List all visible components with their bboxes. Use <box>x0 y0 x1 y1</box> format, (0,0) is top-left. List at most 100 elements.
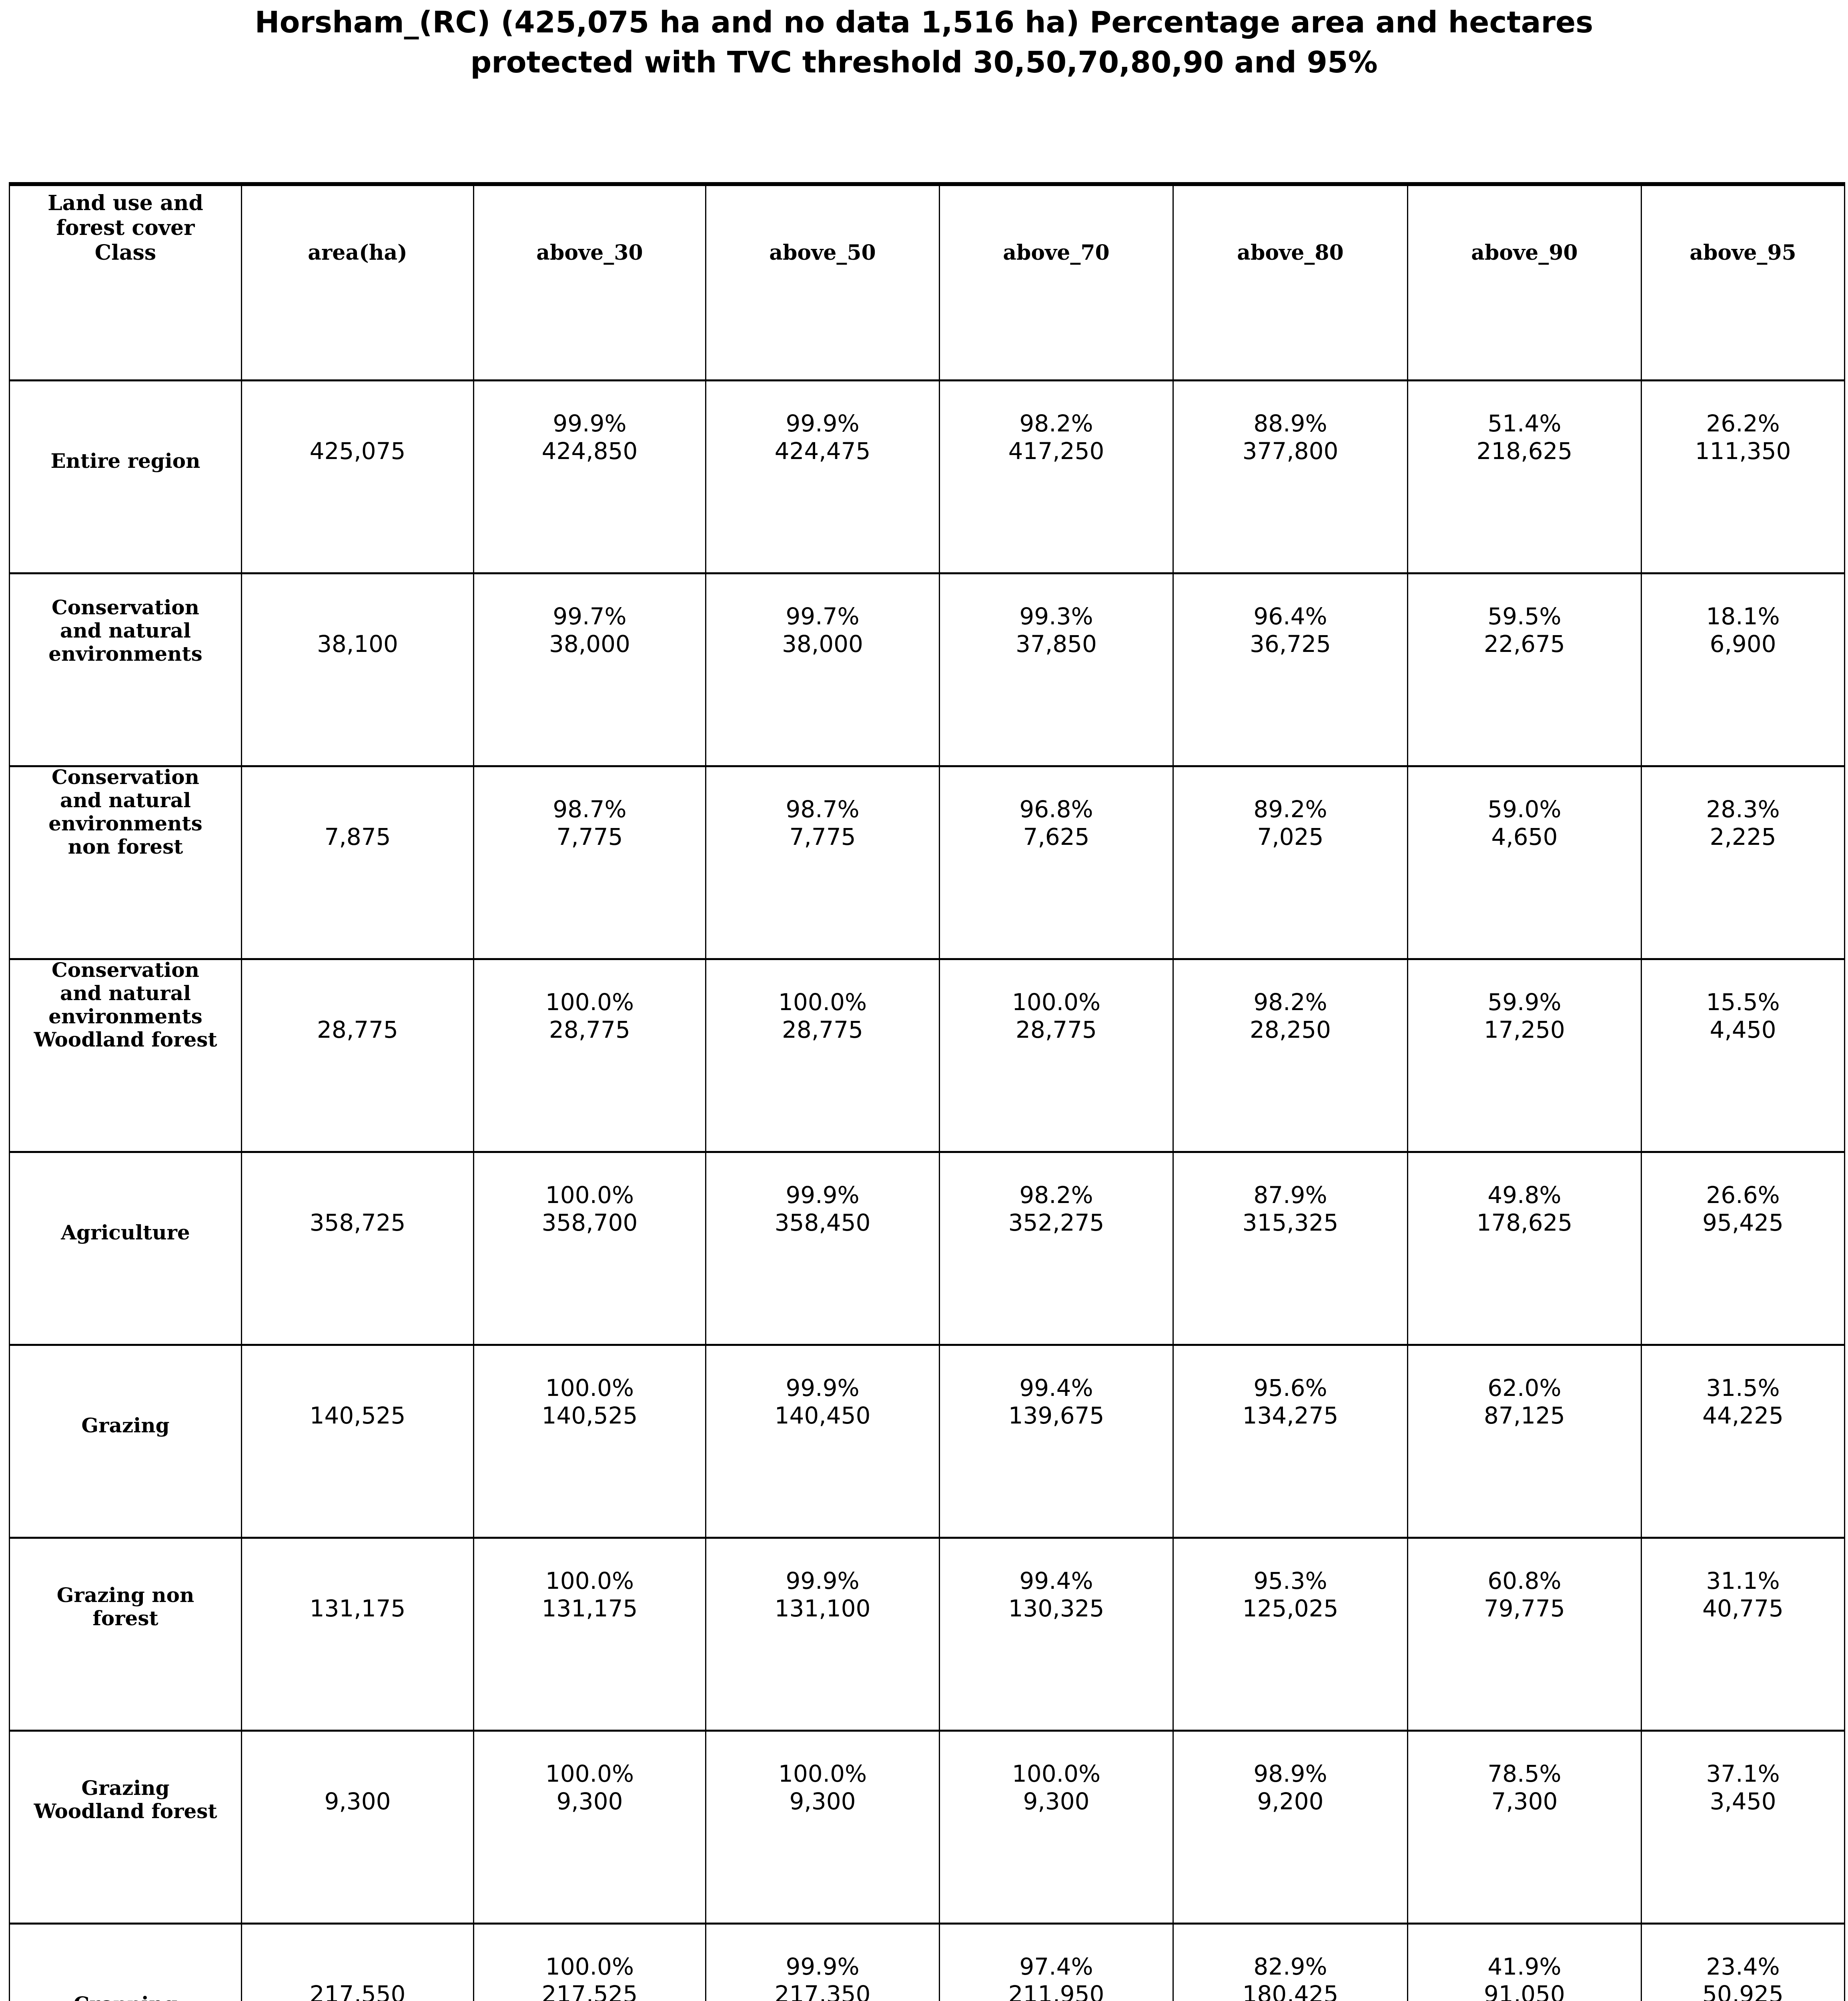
threshold-cell-0: 99.7% 38,000 <box>473 572 706 766</box>
hectares-value: 28,250 <box>1250 1016 1331 1044</box>
percent-value: 99.9% <box>786 1181 860 1209</box>
row-label-cell: Grazing non forest <box>9 1536 242 1730</box>
hectares-value: 7,300 <box>1491 1788 1558 1815</box>
hectares-value: 40,775 <box>1702 1595 1784 1622</box>
hectares-value: 180,425 <box>1242 1981 1339 2001</box>
percent-value: 26.6% <box>1706 1181 1780 1209</box>
area-value: 7,875 <box>324 823 391 851</box>
area-value: 425,075 <box>309 437 406 465</box>
hectares-value: 28,775 <box>782 1016 863 1044</box>
percent-value: 99.3% <box>1019 603 1093 630</box>
area-value: 358,725 <box>309 1209 406 1237</box>
hectares-value: 6,900 <box>1710 630 1776 658</box>
threshold-cell-3: 89.2% 7,025 <box>1173 765 1408 959</box>
threshold-cell-5: 31.5% 44,225 <box>1641 1343 1845 1538</box>
percent-value: 99.9% <box>786 1953 860 1981</box>
percent-value: 98.2% <box>1253 988 1327 1016</box>
hectares-value: 7,775 <box>789 823 856 851</box>
threshold-cell-0: 100.0% 131,175 <box>473 1536 706 1730</box>
hectares-value: 4,450 <box>1710 1016 1776 1044</box>
hectares-value: 17,250 <box>1484 1016 1565 1044</box>
row-label: Cropping <box>74 1993 178 2001</box>
table-row-1: Conservation and natural environments 38,… <box>9 572 1845 766</box>
table-row-8: Cropping217,550100.0%217,52599.9%217,350… <box>9 1922 1845 2001</box>
hectares-value: 377,800 <box>1242 437 1339 465</box>
page-title: Horsham_(RC) (425,075 ha and no data 1,5… <box>255 5 1593 80</box>
row-label-cell: Grazing Woodland forest <box>9 1729 242 1923</box>
percent-value: 98.2% <box>1019 1181 1093 1209</box>
hectares-value: 50,925 <box>1702 1981 1784 2001</box>
hectares-value: 95,425 <box>1702 1209 1784 1237</box>
column-header-label: Land use and forest cover Class <box>48 190 203 265</box>
percent-value: 31.5% <box>1706 1374 1780 1402</box>
threshold-cell-0: 100.0% 217,525 <box>473 1922 706 2001</box>
column-header-5: above_80 <box>1173 184 1408 380</box>
table-header: Land use and forest cover Class area(ha) a… <box>9 184 1845 380</box>
row-label-cell: Entire region <box>9 379 242 573</box>
hectares-value: 37,850 <box>1016 630 1097 658</box>
hectares-value: 9,300 <box>556 1788 623 1815</box>
hectares-value: 139,675 <box>1008 1402 1104 1430</box>
percent-value: 49.8% <box>1487 1181 1561 1209</box>
area-value: 140,525 <box>309 1402 406 1430</box>
percent-value: 100.0% <box>1012 988 1101 1016</box>
threshold-cell-3: 95.6% 134,275 <box>1173 1343 1408 1538</box>
row-label: Conservation and natural environments Wo… <box>34 958 217 1052</box>
table-row-6: Grazing non forest 131,175 100.0% 131,175 99… <box>9 1536 1845 1730</box>
area-cell: 140,525 <box>241 1343 474 1538</box>
threshold-cell-1: 99.9% 140,450 <box>705 1343 940 1538</box>
row-label: Grazing <box>81 1414 170 1438</box>
threshold-cell-1: 100.0% 9,300 <box>705 1729 940 1923</box>
hectares-value: 2,225 <box>1710 823 1776 851</box>
row-label: Conservation and natural environments <box>48 595 202 666</box>
hectares-value: 131,100 <box>774 1595 871 1622</box>
percent-value: 98.9% <box>1253 1760 1327 1788</box>
percent-value: 99.9% <box>786 410 860 437</box>
hectares-value: 87,125 <box>1484 1402 1565 1430</box>
percent-value: 99.4% <box>1019 1567 1093 1595</box>
percent-value: 87.9% <box>1253 1181 1327 1209</box>
threshold-cell-2: 99.3% 37,850 <box>939 572 1173 766</box>
threshold-cell-1: 100.0% 28,775 <box>705 958 940 1152</box>
threshold-cell-1: 99.9% 217,350 <box>705 1922 940 2001</box>
hectares-value: 218,625 <box>1476 437 1573 465</box>
column-header-label: above_95 <box>1690 240 1796 265</box>
percent-value: 51.4% <box>1487 410 1561 437</box>
threshold-cell-5: 15.5% 4,450 <box>1641 958 1845 1152</box>
threshold-cell-1: 99.9% 358,450 <box>705 1151 940 1345</box>
column-header-label: above_30 <box>536 240 643 265</box>
threshold-cell-3: 95.3% 125,025 <box>1173 1536 1408 1730</box>
percent-value: 26.2% <box>1706 410 1780 437</box>
column-header-label: area(ha) <box>308 240 407 265</box>
threshold-cell-3: 88.9% 377,800 <box>1173 379 1408 573</box>
percent-value: 100.0% <box>545 1181 634 1209</box>
percent-value: 98.2% <box>1019 410 1093 437</box>
percent-value: 95.3% <box>1253 1567 1327 1595</box>
area-cell: 7,875 <box>241 765 474 959</box>
row-label-cell: Conservation and natural environments <box>9 572 242 766</box>
table-row-5: Grazing 140,525 100.0% 140,525 99.9% 140,450 9… <box>9 1343 1845 1538</box>
threshold-cell-4: 60.8% 79,775 <box>1407 1536 1642 1730</box>
hectares-value: 315,325 <box>1242 1209 1339 1237</box>
hectares-value: 140,525 <box>541 1402 638 1430</box>
percent-value: 98.7% <box>553 796 627 823</box>
hectares-value: 28,775 <box>549 1016 630 1044</box>
hectares-value: 417,250 <box>1008 437 1104 465</box>
hectares-value: 3,450 <box>1710 1788 1776 1815</box>
hectares-value: 211,950 <box>1008 1981 1104 2001</box>
area-cell: 425,075 <box>241 379 474 573</box>
threshold-cell-3: 98.9% 9,200 <box>1173 1729 1408 1923</box>
column-header-0: Land use and forest cover Class <box>9 184 242 380</box>
percent-value: 23.4% <box>1706 1953 1780 1981</box>
column-header-label: above_50 <box>769 240 876 265</box>
percent-value: 99.9% <box>786 1374 860 1402</box>
percent-value: 89.2% <box>1253 796 1327 823</box>
hectares-value: 140,450 <box>774 1402 871 1430</box>
threshold-cell-2: 100.0% 28,775 <box>939 958 1173 1152</box>
row-label: Conservation and natural environments no… <box>48 765 202 859</box>
header-row: Land use and forest cover Class area(ha) a… <box>9 184 1845 380</box>
percent-value: 99.4% <box>1019 1374 1093 1402</box>
percent-value: 96.4% <box>1253 603 1327 630</box>
hectares-value: 424,850 <box>541 437 638 465</box>
